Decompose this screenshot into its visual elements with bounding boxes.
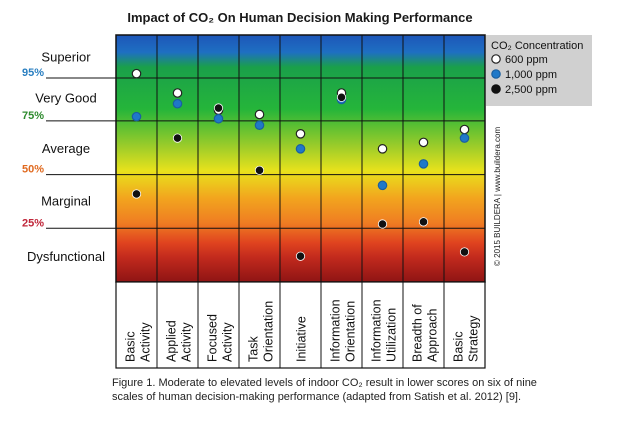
x-tick-label: Basic <box>452 331 466 362</box>
point-600ppmppm <box>295 129 306 139</box>
reference-lines: 95% 75% 50% 25% <box>22 67 485 229</box>
x-tick-label: Initiative <box>295 316 309 362</box>
x-tick-label: Information <box>329 299 343 362</box>
data-points <box>131 68 470 261</box>
legend-label: 2,500 ppm <box>505 84 557 96</box>
x-tick-label: Focused <box>206 314 220 362</box>
point-600ppmppm <box>131 68 142 79</box>
caption-line-2: scales of human decision-making performa… <box>112 391 522 403</box>
reference-label: 95% <box>22 67 44 79</box>
x-axis: Basic Activity Applied Activity Focused Activ… <box>115 281 486 369</box>
caption-line-1: Figure 1. Moderate to elevated levels of… <box>112 377 537 389</box>
x-tick-label: Task <box>247 336 261 362</box>
grid-lines <box>156 35 445 282</box>
x-tick-label: Orientation <box>344 301 358 362</box>
x-tick-label: Basic <box>124 331 138 362</box>
point-600ppmppm <box>459 124 470 135</box>
point-1000ppmppm <box>295 144 306 154</box>
x-axis-box <box>115 281 486 369</box>
chart-title: Impact of CO₂ On Human Decision Making P… <box>127 10 472 25</box>
legend-marker <box>491 69 501 79</box>
plot-background <box>116 35 485 282</box>
band-label: Average <box>42 141 90 156</box>
point-2500ppmppm <box>172 133 183 143</box>
band-label: Superior <box>41 49 91 64</box>
legend-box <box>486 35 592 106</box>
legend-title: CO₂ Concentration <box>491 40 583 52</box>
legend-label: 1,000 ppm <box>505 69 557 81</box>
point-2500ppmppm <box>336 92 347 102</box>
point-1000ppmppm <box>172 98 183 109</box>
point-600ppmppm <box>377 144 388 154</box>
x-tick-label: Activity <box>221 322 235 362</box>
point-600ppmppm <box>418 137 429 148</box>
point-2500ppmppm <box>254 165 265 175</box>
point-2500ppmppm <box>377 219 388 229</box>
x-tick-label: Information <box>370 299 384 362</box>
legend-marker <box>491 84 501 94</box>
x-tick-label: Applied <box>165 320 179 362</box>
point-1000ppmppm <box>131 111 142 122</box>
point-2500ppmppm <box>131 189 142 199</box>
x-tick-label: Utilization <box>385 308 399 362</box>
point-2500ppmppm <box>418 217 429 227</box>
x-tick-label: Orientation <box>262 301 276 362</box>
point-2500ppmppm <box>295 251 306 261</box>
reference-label: 75% <box>22 110 44 122</box>
reference-label: 25% <box>22 217 44 229</box>
band-label: Dysfunctional <box>27 249 105 264</box>
x-tick-label: Breadth of <box>411 304 425 362</box>
legend-marker <box>491 54 501 64</box>
x-tick-label: Strategy <box>467 315 481 362</box>
point-1000ppmppm <box>213 113 224 124</box>
band-label: Marginal <box>41 193 91 208</box>
band-label: Very Good <box>35 90 96 105</box>
figure-caption: Figure 1. Moderate to elevated levels of… <box>112 376 592 404</box>
point-600ppmppm <box>254 109 265 120</box>
legend-label: 600 ppm <box>505 54 548 66</box>
copyright-note: © 2015 BUILDERA | www.buildera.com <box>493 127 502 266</box>
x-tick-label: Approach <box>426 308 440 362</box>
point-1000ppmppm <box>459 133 470 143</box>
point-1000ppmppm <box>418 159 429 169</box>
point-1000ppmppm <box>254 120 265 131</box>
point-1000ppmppm <box>377 180 388 191</box>
point-2500ppmppm <box>213 103 224 113</box>
point-2500ppmppm <box>459 247 470 257</box>
x-tick-label: Activity <box>180 322 194 362</box>
point-600ppmppm <box>172 88 183 98</box>
legend: CO₂ Concentration 600 ppm 1,000 ppm 2,500 … <box>486 35 592 106</box>
band-labels: Superior Very Good Average Marginal Dysfunct… <box>27 49 105 264</box>
reference-label: 50% <box>22 164 44 176</box>
x-tick-label: Activity <box>139 322 153 362</box>
